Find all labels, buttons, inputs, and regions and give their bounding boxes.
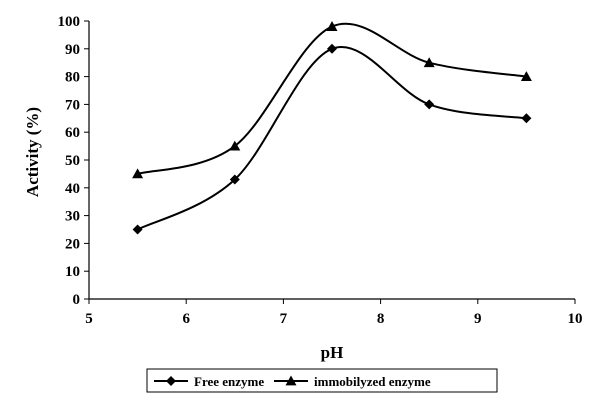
x-axis-title: pH	[321, 343, 344, 362]
data-point-diamond	[424, 99, 435, 110]
y-tick-label: 0	[73, 292, 81, 308]
legend-marker-triangle	[285, 375, 297, 386]
series-free-enzyme	[132, 43, 532, 235]
y-tick-label: 60	[65, 125, 80, 141]
x-tick-label: 7	[280, 311, 288, 327]
y-tick-label: 30	[65, 209, 80, 225]
plot-area: 5 6 7 8 9 10 0 10 20 30 40 50 60 70 80 90 100	[58, 14, 583, 327]
y-tick-label: 10	[65, 264, 80, 280]
x-tick-label: 6	[182, 311, 190, 327]
data-point-triangle	[229, 140, 241, 151]
y-tick-label: 80	[65, 70, 80, 86]
data-point-diamond	[132, 224, 143, 235]
x-tick-label: 8	[377, 311, 385, 327]
data-point-diamond	[229, 174, 240, 185]
legend-label: Free enzyme	[194, 374, 264, 389]
x-axis-ticks: 5 6 7 8 9 10	[85, 299, 583, 327]
x-tick-label: 10	[568, 311, 583, 327]
legend-marker-diamond	[166, 376, 176, 386]
y-tick-label: 50	[65, 153, 80, 169]
data-point-triangle	[520, 71, 532, 81]
y-axis-title: Activity (%)	[23, 107, 42, 197]
data-point-diamond	[327, 43, 337, 54]
x-tick-label: 5	[85, 311, 93, 327]
x-tick-label: 9	[474, 311, 482, 327]
y-axis-ticks: 0 10 20 30 40 50 60 70 80 90 100	[58, 14, 89, 308]
series-layer	[132, 21, 532, 235]
data-point-triangle	[423, 57, 435, 68]
legend-frame	[146, 368, 498, 393]
data-point-triangle	[326, 21, 338, 31]
series-line	[137, 46, 527, 231]
legend-label: immobilyzed enzyme	[314, 374, 431, 389]
y-tick-label: 20	[65, 236, 80, 252]
data-point-triangle	[132, 168, 144, 179]
y-tick-label: 70	[65, 97, 80, 113]
series-immobilyzed-enzyme	[132, 21, 532, 179]
y-tick-label: 90	[65, 42, 80, 58]
legend-item: immobilyzed enzyme	[274, 374, 431, 389]
y-tick-label: 100	[58, 14, 81, 30]
legend: Free enzyme immobilyzed enzyme	[146, 368, 498, 393]
data-point-diamond	[521, 113, 532, 124]
legend-item: Free enzyme	[154, 374, 264, 389]
y-tick-label: 40	[65, 181, 80, 197]
